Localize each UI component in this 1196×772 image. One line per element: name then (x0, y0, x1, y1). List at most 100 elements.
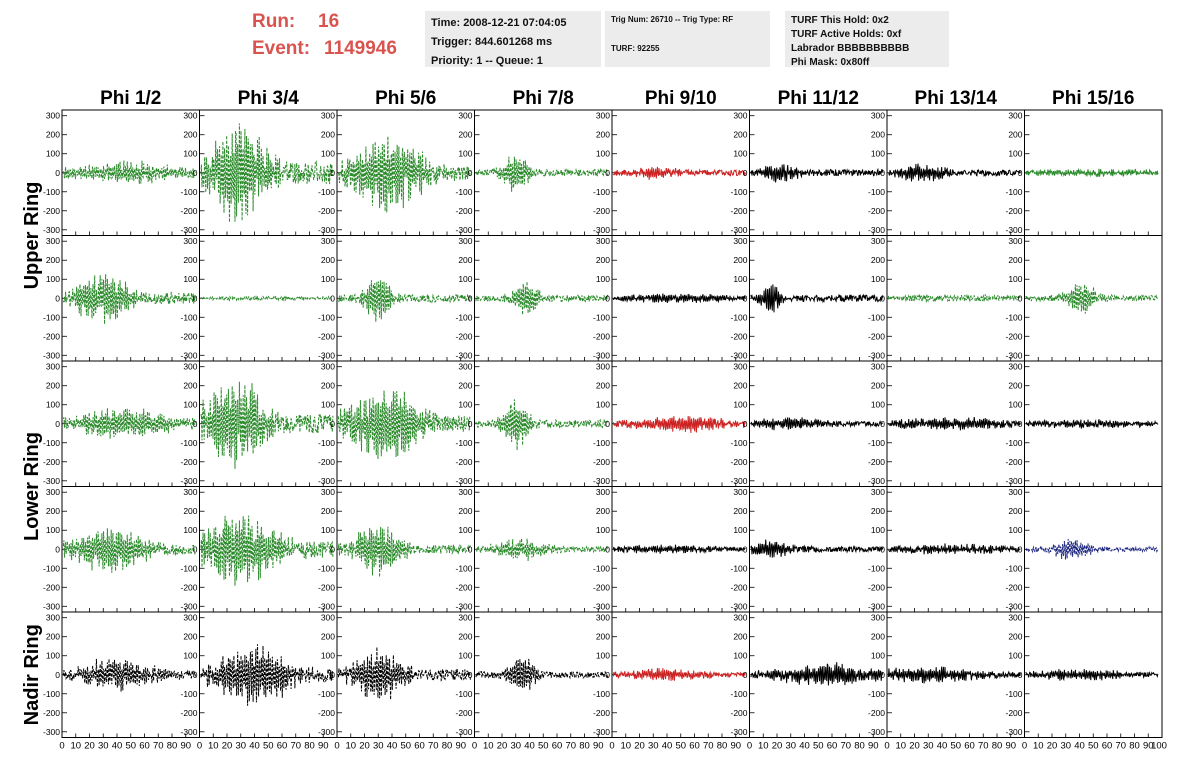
y-tick-label: 100 (321, 149, 335, 159)
y-tick-label: -300 (1005, 225, 1022, 235)
x-tick-label: 20 (634, 741, 645, 752)
y-tick-label: 300 (458, 487, 472, 497)
y-tick-label: 100 (321, 525, 335, 535)
y-tick-label: 100 (46, 400, 60, 410)
y-tick-label: -100 (180, 438, 197, 448)
y-tick-label: 0 (193, 293, 198, 303)
y-tick-label: -200 (43, 331, 60, 341)
y-tick-label: 300 (733, 613, 747, 623)
y-tick-label: -100 (180, 689, 197, 699)
y-tick-label: 0 (1018, 293, 1023, 303)
y-tick-label: -100 (180, 563, 197, 573)
waveform-trace (475, 281, 609, 315)
y-tick-label: -200 (868, 582, 885, 592)
y-tick-label: 200 (596, 130, 610, 140)
y-tick-label: 200 (871, 255, 885, 265)
column-header: Phi 3/4 (238, 88, 300, 109)
y-tick-label: -200 (455, 582, 472, 592)
y-tick-label: -300 (318, 476, 335, 486)
y-tick-label: 100 (1008, 525, 1022, 535)
y-tick-label: -200 (318, 206, 335, 216)
x-tick-label: 60 (1102, 741, 1113, 752)
y-tick-label: -200 (180, 206, 197, 216)
y-tick-label: -300 (43, 225, 60, 235)
y-tick-label: -200 (730, 582, 747, 592)
x-tick-label: 10 (70, 741, 81, 752)
waveform-trace (612, 415, 746, 433)
y-tick-label: 200 (733, 130, 747, 140)
y-tick-label: 0 (330, 293, 335, 303)
y-tick-label: -300 (1005, 476, 1022, 486)
y-tick-label: -100 (868, 689, 885, 699)
waveform-trace (337, 526, 471, 578)
waveform-trace (475, 399, 609, 451)
y-tick-label: -200 (455, 206, 472, 216)
y-tick-label: 200 (871, 632, 885, 642)
y-tick-label: 0 (1018, 670, 1023, 680)
y-tick-label: -100 (593, 438, 610, 448)
y-tick-label: -100 (1005, 312, 1022, 322)
y-tick-label: 100 (46, 525, 60, 535)
x-tick-label: 0 (197, 741, 202, 752)
y-tick-label: -300 (318, 225, 335, 235)
waveform-trace (200, 294, 333, 302)
y-tick-label: 0 (330, 544, 335, 554)
y-tick-label: 200 (1008, 255, 1022, 265)
y-tick-label: 200 (46, 130, 60, 140)
y-tick-label: 0 (1018, 419, 1023, 429)
y-tick-label: -200 (180, 582, 197, 592)
y-tick-label: 0 (605, 670, 610, 680)
run-event-header: Run: 16 Event: 1149946 (252, 8, 422, 64)
x-tick-label: 30 (235, 741, 246, 752)
time-info-box: Time: 2008-12-21 07:04:05 Trigger: 844.6… (425, 11, 601, 67)
y-tick-label: 100 (871, 651, 885, 661)
y-tick-label: 300 (1008, 236, 1022, 246)
x-tick-label: 10 (1033, 741, 1044, 752)
waveform-trace (62, 274, 196, 325)
y-tick-label: 200 (596, 381, 610, 391)
y-tick-label: 0 (880, 670, 885, 680)
waveform-trace (887, 416, 1021, 431)
x-tick-label: 50 (400, 741, 411, 752)
ring-label: Lower Ring (21, 432, 43, 541)
x-tick-label: 30 (648, 741, 659, 752)
y-tick-label: -100 (730, 187, 747, 197)
y-tick-label: -200 (180, 708, 197, 718)
y-tick-label: 200 (1008, 130, 1022, 140)
y-tick-label: -100 (318, 689, 335, 699)
y-tick-label: -300 (180, 601, 197, 611)
y-tick-label: -300 (593, 727, 610, 737)
waveform-trace (612, 544, 746, 555)
waveform-trace (888, 543, 1021, 555)
waveform-trace (888, 163, 1021, 182)
y-tick-label: -300 (730, 601, 747, 611)
y-tick-label: 0 (880, 544, 885, 554)
x-tick-label: 90 (1143, 741, 1154, 752)
y-tick-label: 300 (458, 111, 472, 121)
x-tick-label: 80 (167, 741, 178, 752)
y-tick-label: -200 (730, 206, 747, 216)
y-tick-label: 300 (596, 236, 610, 246)
priority-text: Priority: 1 -- Queue: 1 (431, 55, 543, 67)
x-tick-label: 0 (334, 741, 339, 752)
waveform-trace (1025, 669, 1159, 682)
waveform-trace (750, 417, 884, 431)
y-tick-label: -300 (868, 727, 885, 737)
y-tick-label: 100 (46, 274, 60, 284)
y-tick-label: -100 (318, 187, 335, 197)
y-tick-label: 200 (871, 130, 885, 140)
y-tick-label: 200 (183, 632, 197, 642)
y-tick-label: 0 (468, 168, 473, 178)
y-tick-label: 100 (183, 651, 197, 661)
y-tick-label: -100 (43, 187, 60, 197)
y-tick-label: -200 (318, 457, 335, 467)
y-tick-label: -200 (868, 708, 885, 718)
y-tick-label: 0 (743, 293, 748, 303)
x-tick-label: 30 (510, 741, 521, 752)
y-tick-label: 100 (458, 274, 472, 284)
y-tick-label: 300 (596, 362, 610, 372)
y-tick-label: 0 (468, 544, 473, 554)
y-tick-label: 0 (468, 419, 473, 429)
y-tick-label: 0 (1018, 544, 1023, 554)
